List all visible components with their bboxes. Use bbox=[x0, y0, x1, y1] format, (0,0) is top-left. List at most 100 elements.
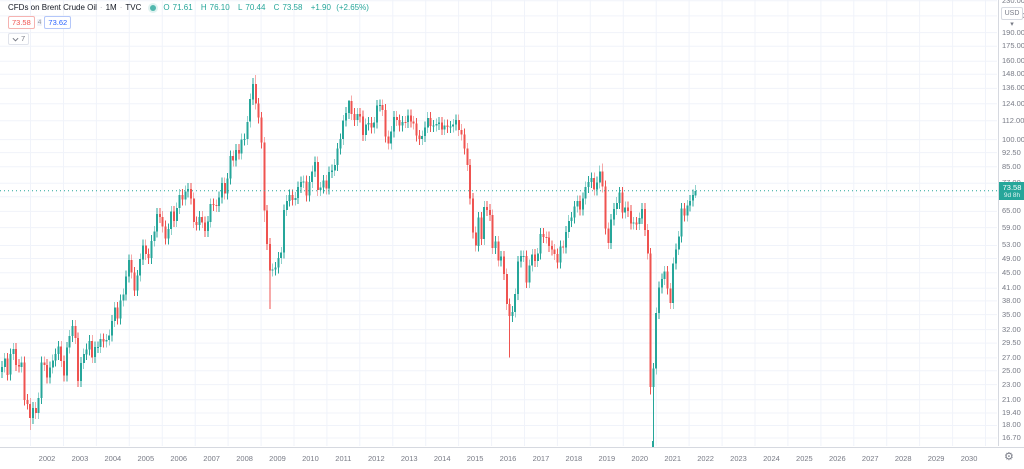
candle[interactable] bbox=[178, 189, 181, 215]
candle[interactable] bbox=[675, 243, 677, 270]
time-axis[interactable]: 2002 2003 2004 2005 2006 2007 2008 2009 2010 2011… bbox=[0, 447, 1024, 469]
candle[interactable] bbox=[308, 176, 311, 202]
price-axis[interactable]: USD ▾ 230.00210.00190.00175.00160.00148.… bbox=[998, 0, 1024, 446]
candle[interactable] bbox=[624, 201, 627, 219]
candle[interactable] bbox=[387, 130, 390, 150]
candle[interactable] bbox=[401, 116, 404, 132]
candle[interactable] bbox=[17, 359, 20, 373]
candle[interactable] bbox=[421, 130, 424, 145]
candle[interactable] bbox=[426, 112, 429, 134]
candle[interactable] bbox=[113, 301, 116, 327]
candle[interactable] bbox=[615, 197, 618, 215]
candle[interactable] bbox=[311, 165, 314, 188]
candle[interactable] bbox=[519, 250, 522, 268]
candle[interactable] bbox=[144, 239, 147, 261]
candle[interactable] bbox=[68, 330, 71, 354]
candle[interactable] bbox=[677, 230, 680, 256]
candle[interactable] bbox=[164, 220, 167, 245]
candle[interactable] bbox=[477, 212, 480, 252]
axis-settings-gear-icon[interactable]: ⚙ bbox=[1004, 451, 1014, 463]
candle[interactable] bbox=[432, 119, 435, 133]
candle[interactable] bbox=[390, 125, 393, 150]
candle[interactable] bbox=[646, 224, 649, 260]
candle[interactable] bbox=[525, 250, 528, 289]
candle[interactable] bbox=[517, 255, 520, 300]
candle[interactable] bbox=[618, 186, 621, 209]
candle[interactable] bbox=[635, 216, 638, 231]
candle[interactable] bbox=[302, 175, 305, 189]
candle[interactable] bbox=[353, 108, 356, 126]
candle[interactable] bbox=[644, 203, 646, 236]
candle[interactable] bbox=[364, 118, 367, 141]
candle[interactable] bbox=[235, 144, 238, 167]
candle[interactable] bbox=[559, 240, 562, 269]
candle[interactable] bbox=[347, 99, 350, 119]
candle[interactable] bbox=[328, 166, 331, 195]
candle[interactable] bbox=[356, 108, 359, 126]
candle[interactable] bbox=[85, 343, 88, 361]
candle[interactable] bbox=[500, 250, 503, 267]
candle[interactable] bbox=[542, 228, 545, 244]
candle[interactable] bbox=[539, 228, 542, 260]
candle[interactable] bbox=[345, 107, 347, 127]
candle[interactable] bbox=[263, 136, 266, 222]
candle[interactable] bbox=[457, 114, 460, 136]
candle[interactable] bbox=[139, 253, 142, 282]
candle[interactable] bbox=[593, 172, 596, 196]
candle[interactable] bbox=[319, 181, 322, 196]
candle[interactable] bbox=[691, 189, 694, 207]
candle[interactable] bbox=[23, 356, 26, 406]
candle[interactable] bbox=[534, 248, 536, 267]
candle[interactable] bbox=[195, 216, 198, 231]
candle[interactable] bbox=[689, 195, 692, 212]
candle[interactable] bbox=[680, 202, 683, 243]
candle[interactable] bbox=[655, 307, 658, 375]
candle[interactable] bbox=[404, 116, 407, 128]
candle[interactable] bbox=[649, 247, 652, 395]
candle[interactable] bbox=[243, 133, 246, 146]
candle[interactable] bbox=[3, 352, 6, 373]
candle[interactable] bbox=[51, 354, 54, 374]
candle[interactable] bbox=[119, 294, 122, 325]
candle[interactable] bbox=[610, 213, 613, 249]
candle[interactable] bbox=[161, 211, 164, 233]
candle[interactable] bbox=[246, 116, 249, 146]
candle[interactable] bbox=[111, 315, 113, 342]
candle[interactable] bbox=[590, 172, 593, 188]
candle[interactable] bbox=[316, 156, 319, 196]
candle[interactable] bbox=[494, 236, 497, 254]
candle[interactable] bbox=[562, 240, 565, 254]
candle[interactable] bbox=[508, 298, 511, 358]
candle[interactable] bbox=[229, 150, 232, 185]
candle[interactable] bbox=[632, 216, 635, 230]
candle[interactable] bbox=[37, 392, 40, 419]
candle[interactable] bbox=[531, 248, 534, 272]
candlestick-chart-canvas[interactable] bbox=[0, 0, 997, 446]
candle[interactable] bbox=[48, 361, 51, 384]
candle[interactable] bbox=[407, 109, 410, 128]
candle[interactable] bbox=[672, 257, 675, 310]
candle[interactable] bbox=[528, 259, 531, 289]
collapsed-indicators-toggle[interactable]: 7 bbox=[8, 33, 30, 45]
candle[interactable] bbox=[184, 185, 187, 206]
candle[interactable] bbox=[133, 267, 136, 297]
candle[interactable] bbox=[150, 235, 153, 264]
candle[interactable] bbox=[565, 226, 567, 254]
candle[interactable] bbox=[266, 204, 269, 250]
candle[interactable] bbox=[12, 343, 15, 361]
candle[interactable] bbox=[156, 208, 159, 238]
candle[interactable] bbox=[102, 333, 105, 348]
candle[interactable] bbox=[192, 192, 195, 228]
candle[interactable] bbox=[187, 183, 190, 198]
candle[interactable] bbox=[384, 104, 387, 143]
candle[interactable] bbox=[285, 195, 288, 217]
candle[interactable] bbox=[46, 359, 49, 384]
candle[interactable] bbox=[415, 118, 418, 142]
candle[interactable] bbox=[429, 112, 432, 133]
candle[interactable] bbox=[548, 231, 551, 252]
candle[interactable] bbox=[471, 192, 474, 239]
candle[interactable] bbox=[175, 202, 178, 227]
candle[interactable] bbox=[6, 352, 9, 381]
candle[interactable] bbox=[373, 116, 376, 134]
candle[interactable] bbox=[573, 200, 576, 224]
